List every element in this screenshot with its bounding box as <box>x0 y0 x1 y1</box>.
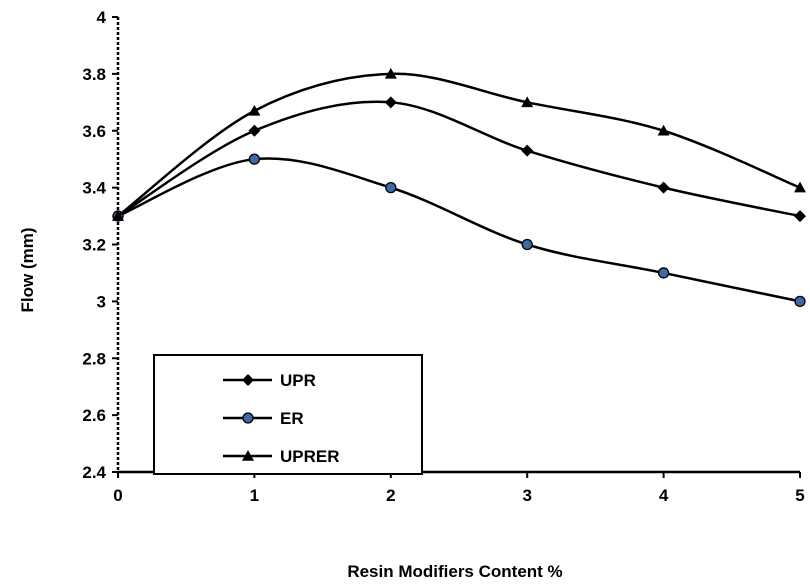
legend-entry-uprer: UPRER <box>223 447 340 466</box>
y-tick-label: 3.8 <box>82 65 106 84</box>
marker-triangle <box>242 450 254 461</box>
x-tick-label: 4 <box>659 486 669 505</box>
marker-triangle <box>794 181 806 193</box>
marker-triangle <box>112 210 124 221</box>
marker-diamond <box>248 124 261 137</box>
y-tick-label: 2.6 <box>82 406 106 425</box>
series-uprer <box>112 67 806 221</box>
legend-label: ER <box>280 409 304 428</box>
marker-diamond <box>521 144 534 157</box>
legend-entry-upr: UPR <box>223 371 316 390</box>
series-line <box>117 100 801 218</box>
y-axis-title: Flow (mm) <box>18 228 37 313</box>
series-line <box>117 72 801 218</box>
marker-diamond <box>794 210 806 223</box>
series-er <box>112 153 806 308</box>
marker-circle <box>248 153 261 165</box>
y-tick-label: 3.4 <box>82 179 106 198</box>
x-axis-title: Resin Modifiers Content % <box>347 562 562 581</box>
marker-diamond <box>657 181 670 194</box>
legend-label: UPR <box>280 371 316 390</box>
legend-entry-er: ER <box>223 409 304 428</box>
x-tick-label: 2 <box>386 486 395 505</box>
series-upr <box>112 96 806 223</box>
marker-diamond <box>242 374 254 386</box>
y-tick-label: 4 <box>97 8 107 27</box>
y-tick-label: 3 <box>97 292 106 311</box>
y-tick-label: 3.6 <box>82 122 106 141</box>
marker-circle <box>657 267 670 279</box>
series-layer <box>112 67 806 308</box>
marker-triangle <box>248 104 261 116</box>
y-tick-label: 3.2 <box>82 236 106 255</box>
marker-triangle <box>384 67 397 79</box>
x-tick-label: 0 <box>113 486 122 505</box>
marker-circle <box>794 295 806 308</box>
series-line <box>117 157 801 303</box>
y-tick-label: 2.4 <box>82 463 106 482</box>
marker-circle <box>385 181 397 194</box>
marker-diamond <box>384 96 397 109</box>
legend-label: UPRER <box>280 447 340 466</box>
marker-circle <box>521 238 533 251</box>
marker-triangle <box>657 124 670 136</box>
x-tick-label: 1 <box>250 486 259 505</box>
x-tick-label: 3 <box>522 486 531 505</box>
y-tick-label: 2.8 <box>82 349 106 368</box>
legend-box <box>153 354 423 475</box>
x-tick-label: 5 <box>795 486 804 505</box>
marker-circle <box>242 412 254 424</box>
marker-triangle <box>521 96 534 108</box>
